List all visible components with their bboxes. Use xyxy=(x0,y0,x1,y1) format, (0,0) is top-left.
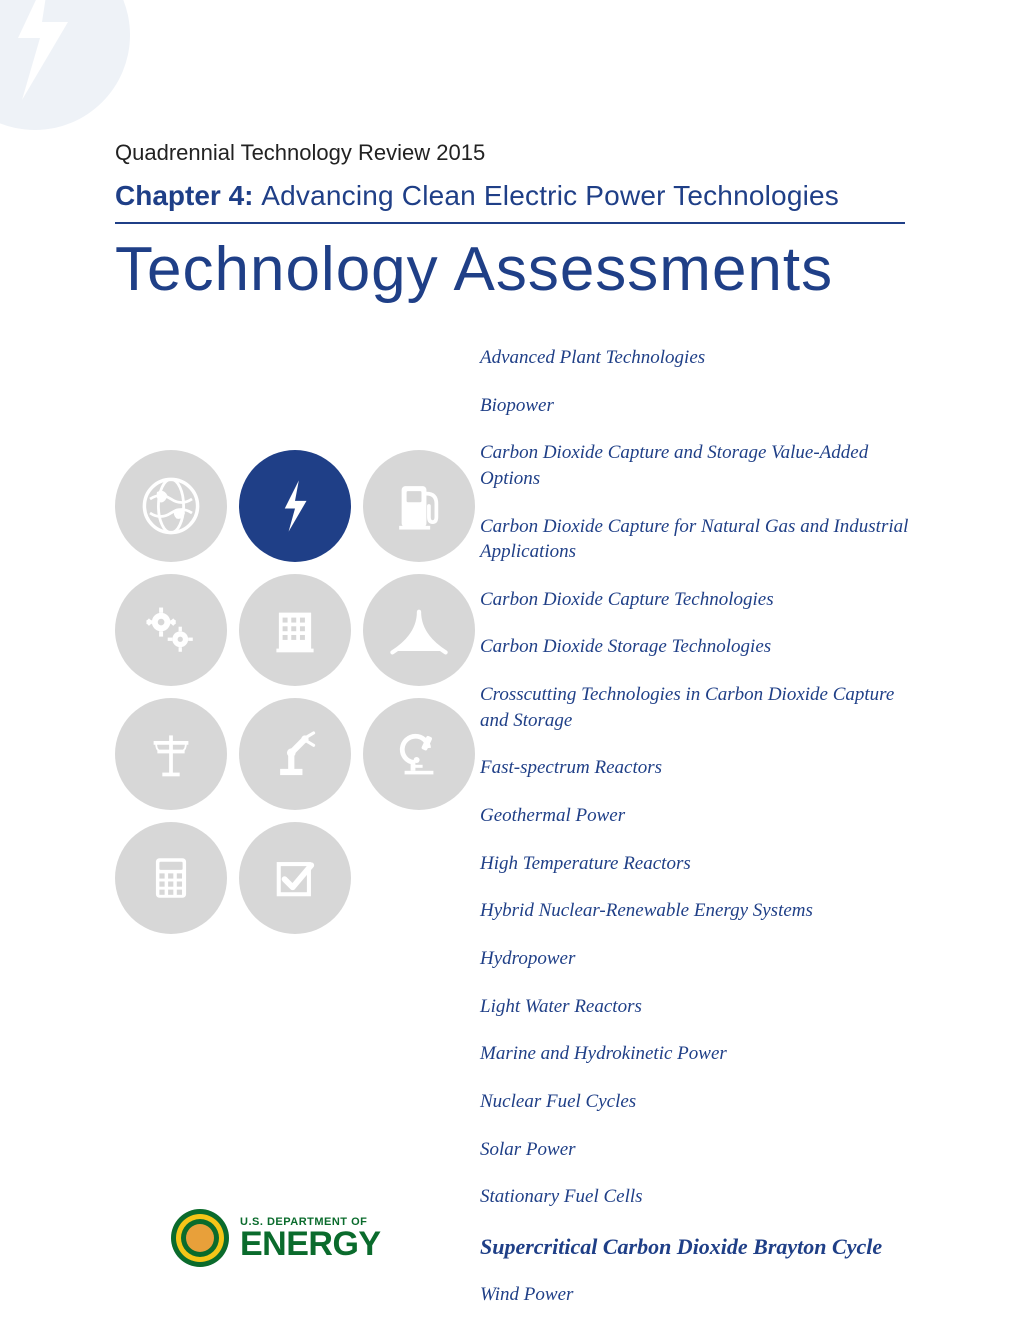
microscope-icon xyxy=(363,698,475,810)
topic-item: Marine and Hydrokinetic Power xyxy=(480,1041,915,1067)
topic-item: Supercritical Carbon Dioxide Brayton Cyc… xyxy=(480,1232,915,1262)
topic-item: Light Water Reactors xyxy=(480,994,915,1020)
chapter-line: Chapter 4: Advancing Clean Electric Powe… xyxy=(115,180,905,212)
review-title: Quadrennial Technology Review 2015 xyxy=(115,140,905,166)
topic-item: Advanced Plant Technologies xyxy=(480,345,915,371)
topic-item: Nuclear Fuel Cycles xyxy=(480,1089,915,1115)
topic-item: High Temperature Reactors xyxy=(480,851,915,877)
calculator-icon xyxy=(115,822,227,934)
topic-item: Wind Power xyxy=(480,1282,915,1308)
bolt-icon xyxy=(239,450,351,562)
icon-column xyxy=(115,345,480,1329)
topic-item: Carbon Dioxide Capture for Natural Gas a… xyxy=(480,514,915,565)
topic-item: Fast-spectrum Reactors xyxy=(480,755,915,781)
building-icon xyxy=(239,574,351,686)
road-icon xyxy=(363,574,475,686)
doe-logo: U.S. DEPARTMENT OF ENERGY xyxy=(170,1208,381,1268)
page-title: Technology Assessments xyxy=(115,234,905,305)
topic-item: Geothermal Power xyxy=(480,803,915,829)
doe-energy-label: ENERGY xyxy=(240,1228,381,1260)
icon-grid xyxy=(115,450,480,934)
body-area: Advanced Plant Technologies Biopower Carbo… xyxy=(115,345,915,1329)
topic-item: Carbon Dioxide Capture and Storage Value… xyxy=(480,440,915,491)
topic-item: Hydropower xyxy=(480,946,915,972)
chapter-title: Advancing Clean Electric Power Technolog… xyxy=(261,180,839,211)
page-root: Quadrennial Technology Review 2015 Chapt… xyxy=(0,0,1020,1320)
topic-item: Crosscutting Technologies in Carbon Diox… xyxy=(480,682,915,733)
doe-text-block: U.S. DEPARTMENT OF ENERGY xyxy=(240,1216,381,1260)
topic-item: Carbon Dioxide Capture Technologies xyxy=(480,587,915,613)
topic-item: Hybrid Nuclear-Renewable Energy Systems xyxy=(480,898,915,924)
chapter-label: Chapter 4: xyxy=(115,180,253,211)
topic-item: Biopower xyxy=(480,393,915,419)
topic-item: Carbon Dioxide Storage Technologies xyxy=(480,634,915,660)
gears-icon xyxy=(115,574,227,686)
power-line-icon xyxy=(115,698,227,810)
robot-arm-icon xyxy=(239,698,351,810)
topic-item: Stationary Fuel Cells xyxy=(480,1184,915,1210)
divider-rule xyxy=(115,222,905,224)
globe-icon xyxy=(115,450,227,562)
fuel-pump-icon xyxy=(363,450,475,562)
doe-seal-icon xyxy=(170,1208,230,1268)
header-block: Quadrennial Technology Review 2015 Chapt… xyxy=(115,140,905,305)
topic-item: Solar Power xyxy=(480,1137,915,1163)
checkbox-icon xyxy=(239,822,351,934)
corner-bolt-icon xyxy=(0,0,130,130)
topic-list: Advanced Plant Technologies Biopower Carbo… xyxy=(480,345,915,1329)
